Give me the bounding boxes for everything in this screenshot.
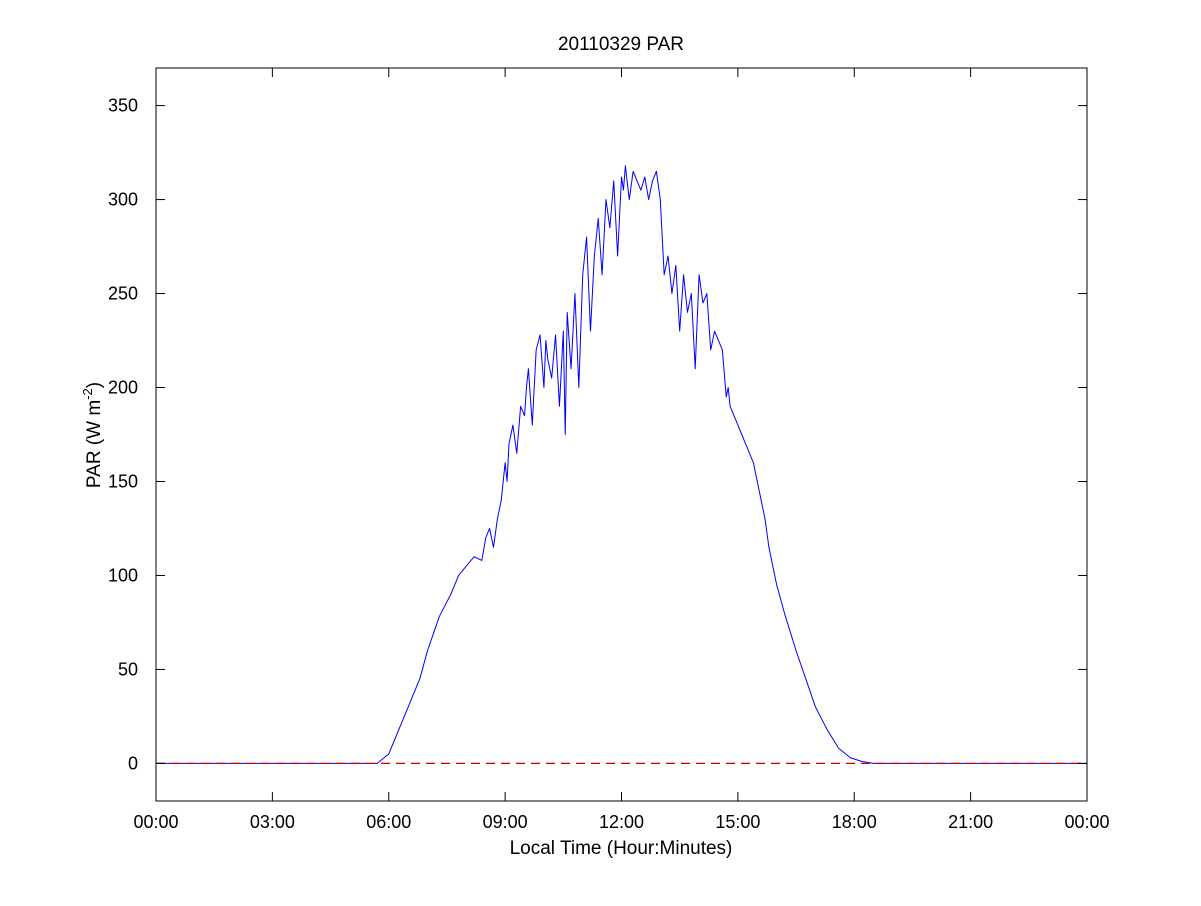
x-tick-label: 00:00	[1064, 812, 1109, 832]
y-tick-label: 350	[108, 96, 138, 116]
x-tick-label: 21:00	[948, 812, 993, 832]
y-axis-label-superscript: -2	[80, 388, 95, 400]
x-tick-label: 03:00	[250, 812, 295, 832]
y-tick-label: 50	[118, 659, 138, 679]
x-tick-label: 06:00	[366, 812, 411, 832]
y-tick-label: 150	[108, 471, 138, 491]
x-tick-label: 18:00	[832, 812, 877, 832]
x-tick-label: 12:00	[599, 812, 644, 832]
chart-title: 20110329 PAR	[558, 34, 684, 55]
x-tick-label: 00:00	[133, 812, 178, 832]
series-layer	[156, 165, 1087, 765]
x-axis-label: Local Time (Hour:Minutes)	[510, 838, 733, 859]
y-tick-label: 250	[108, 284, 138, 304]
y-tick-label: 300	[108, 190, 138, 210]
x-tick-label: 09:00	[483, 812, 528, 832]
y-axis-label: PAR (W m-2)	[80, 382, 105, 488]
y-axis-label-prefix: PAR (W m	[84, 400, 105, 488]
y-tick-label: 200	[108, 378, 138, 398]
series-line-1	[156, 165, 1087, 764]
y-tick-label: 0	[128, 753, 138, 773]
x-axis-ticks: 00:00 03:00 06:00 09:00 12:00 15:00 18:00 21:00…	[133, 68, 1110, 832]
y-tick-label: 100	[108, 565, 138, 585]
y-axis-ticks: 0 50 100 150 200 250 300 350	[108, 96, 1087, 773]
x-tick-label: 15:00	[715, 812, 760, 832]
y-axis-label-suffix: )	[84, 382, 105, 388]
